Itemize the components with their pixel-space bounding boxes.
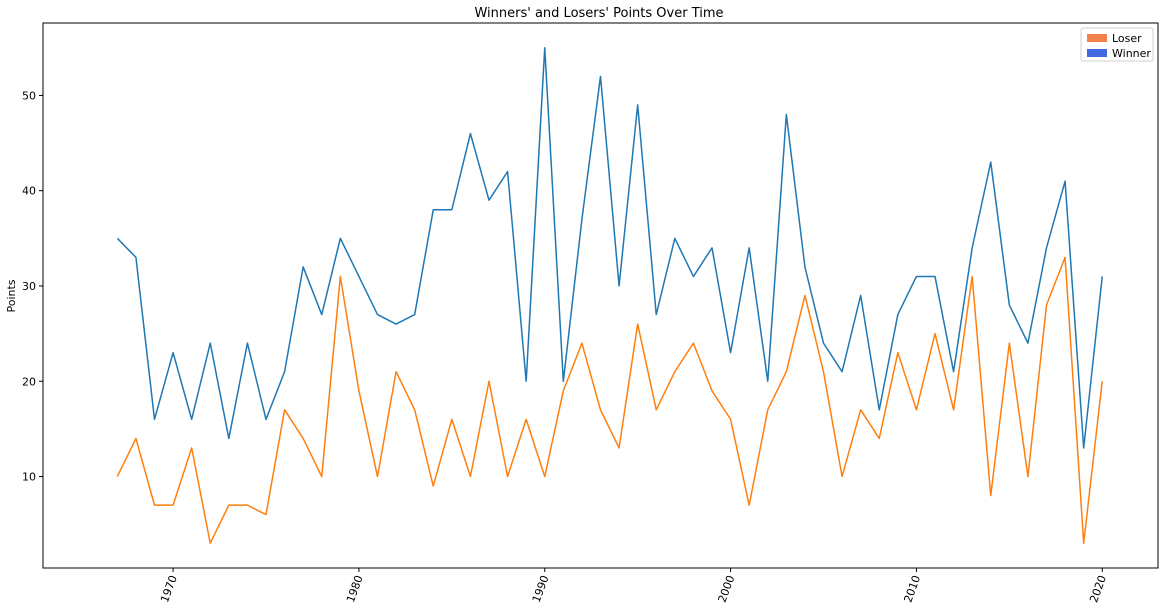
- legend-label-loser: Loser: [1112, 32, 1142, 45]
- y-tick-label: 20: [22, 375, 36, 388]
- y-tick-label: 30: [22, 280, 36, 293]
- plot-frame: [42, 22, 1159, 569]
- legend-label-winner: Winner: [1112, 47, 1151, 60]
- legend-swatch-loser: [1087, 34, 1107, 42]
- x-axis: 1970 1980 1990 2000 2010 2020: [158, 568, 1109, 604]
- x-tick-label: 1990: [530, 574, 552, 605]
- y-axis: 10 20 30 40 50: [22, 89, 43, 484]
- series-layer: [116, 47, 1103, 544]
- series-line-loser: [116, 256, 1103, 544]
- y-axis-label: Points: [5, 279, 18, 312]
- legend-swatch-winner: [1087, 49, 1107, 57]
- x-tick-label: 1970: [158, 574, 180, 605]
- y-tick-label: 50: [22, 89, 36, 102]
- x-tick-label: 2000: [716, 574, 738, 605]
- y-tick-label: 40: [22, 185, 36, 198]
- x-tick-label: 1980: [344, 574, 366, 605]
- series-line-winner: [116, 47, 1103, 449]
- x-tick-label: 2010: [901, 574, 923, 605]
- legend: Loser Winner: [1080, 27, 1154, 62]
- x-tick-label: 2020: [1087, 574, 1109, 605]
- y-tick-label: 10: [22, 471, 36, 484]
- chart-title: Winners' and Losers' Points Over Time: [474, 6, 723, 21]
